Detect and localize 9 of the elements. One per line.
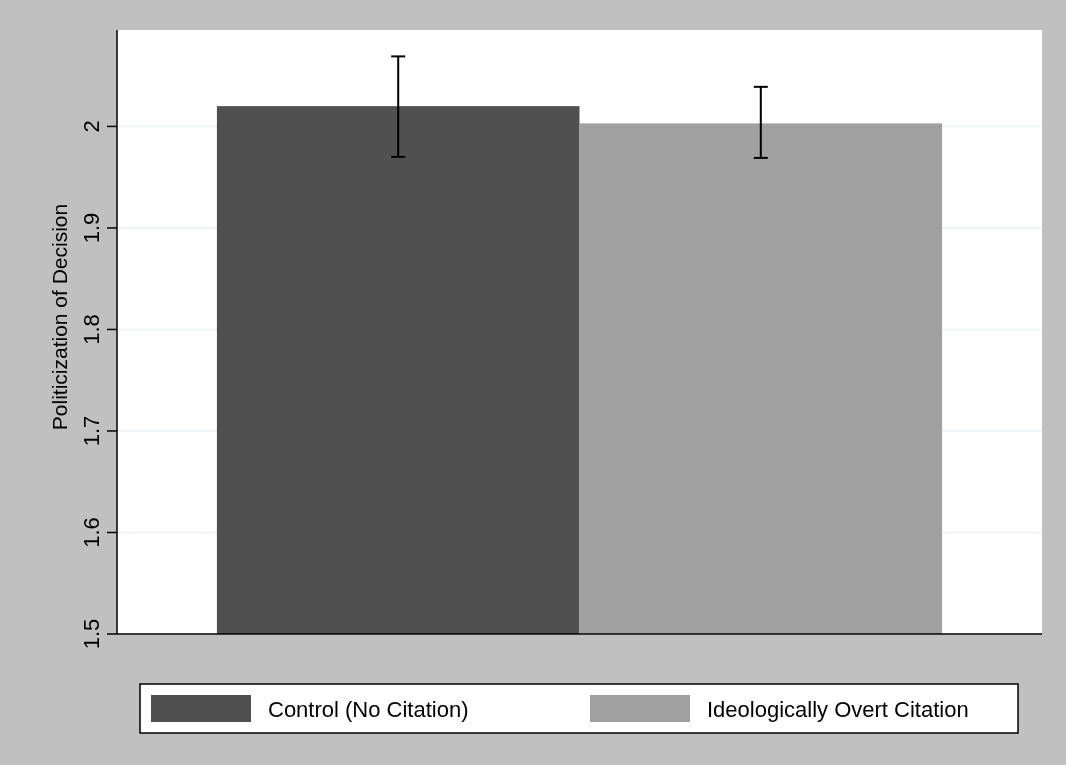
y-tick-label: 2 [79, 120, 104, 133]
legend-label: Ideologically Overt Citation [707, 697, 969, 722]
y-tick-label: 1.7 [79, 415, 104, 447]
y-axis-title: Politicization of Decision [48, 203, 71, 431]
y-tick-label: 1.5 [79, 618, 104, 650]
y-tick-label: 1.8 [79, 314, 104, 345]
y-tick-label: 1.6 [79, 517, 104, 548]
y-tick-label: 1.9 [79, 212, 104, 244]
legend-label: Control (No Citation) [268, 697, 469, 722]
